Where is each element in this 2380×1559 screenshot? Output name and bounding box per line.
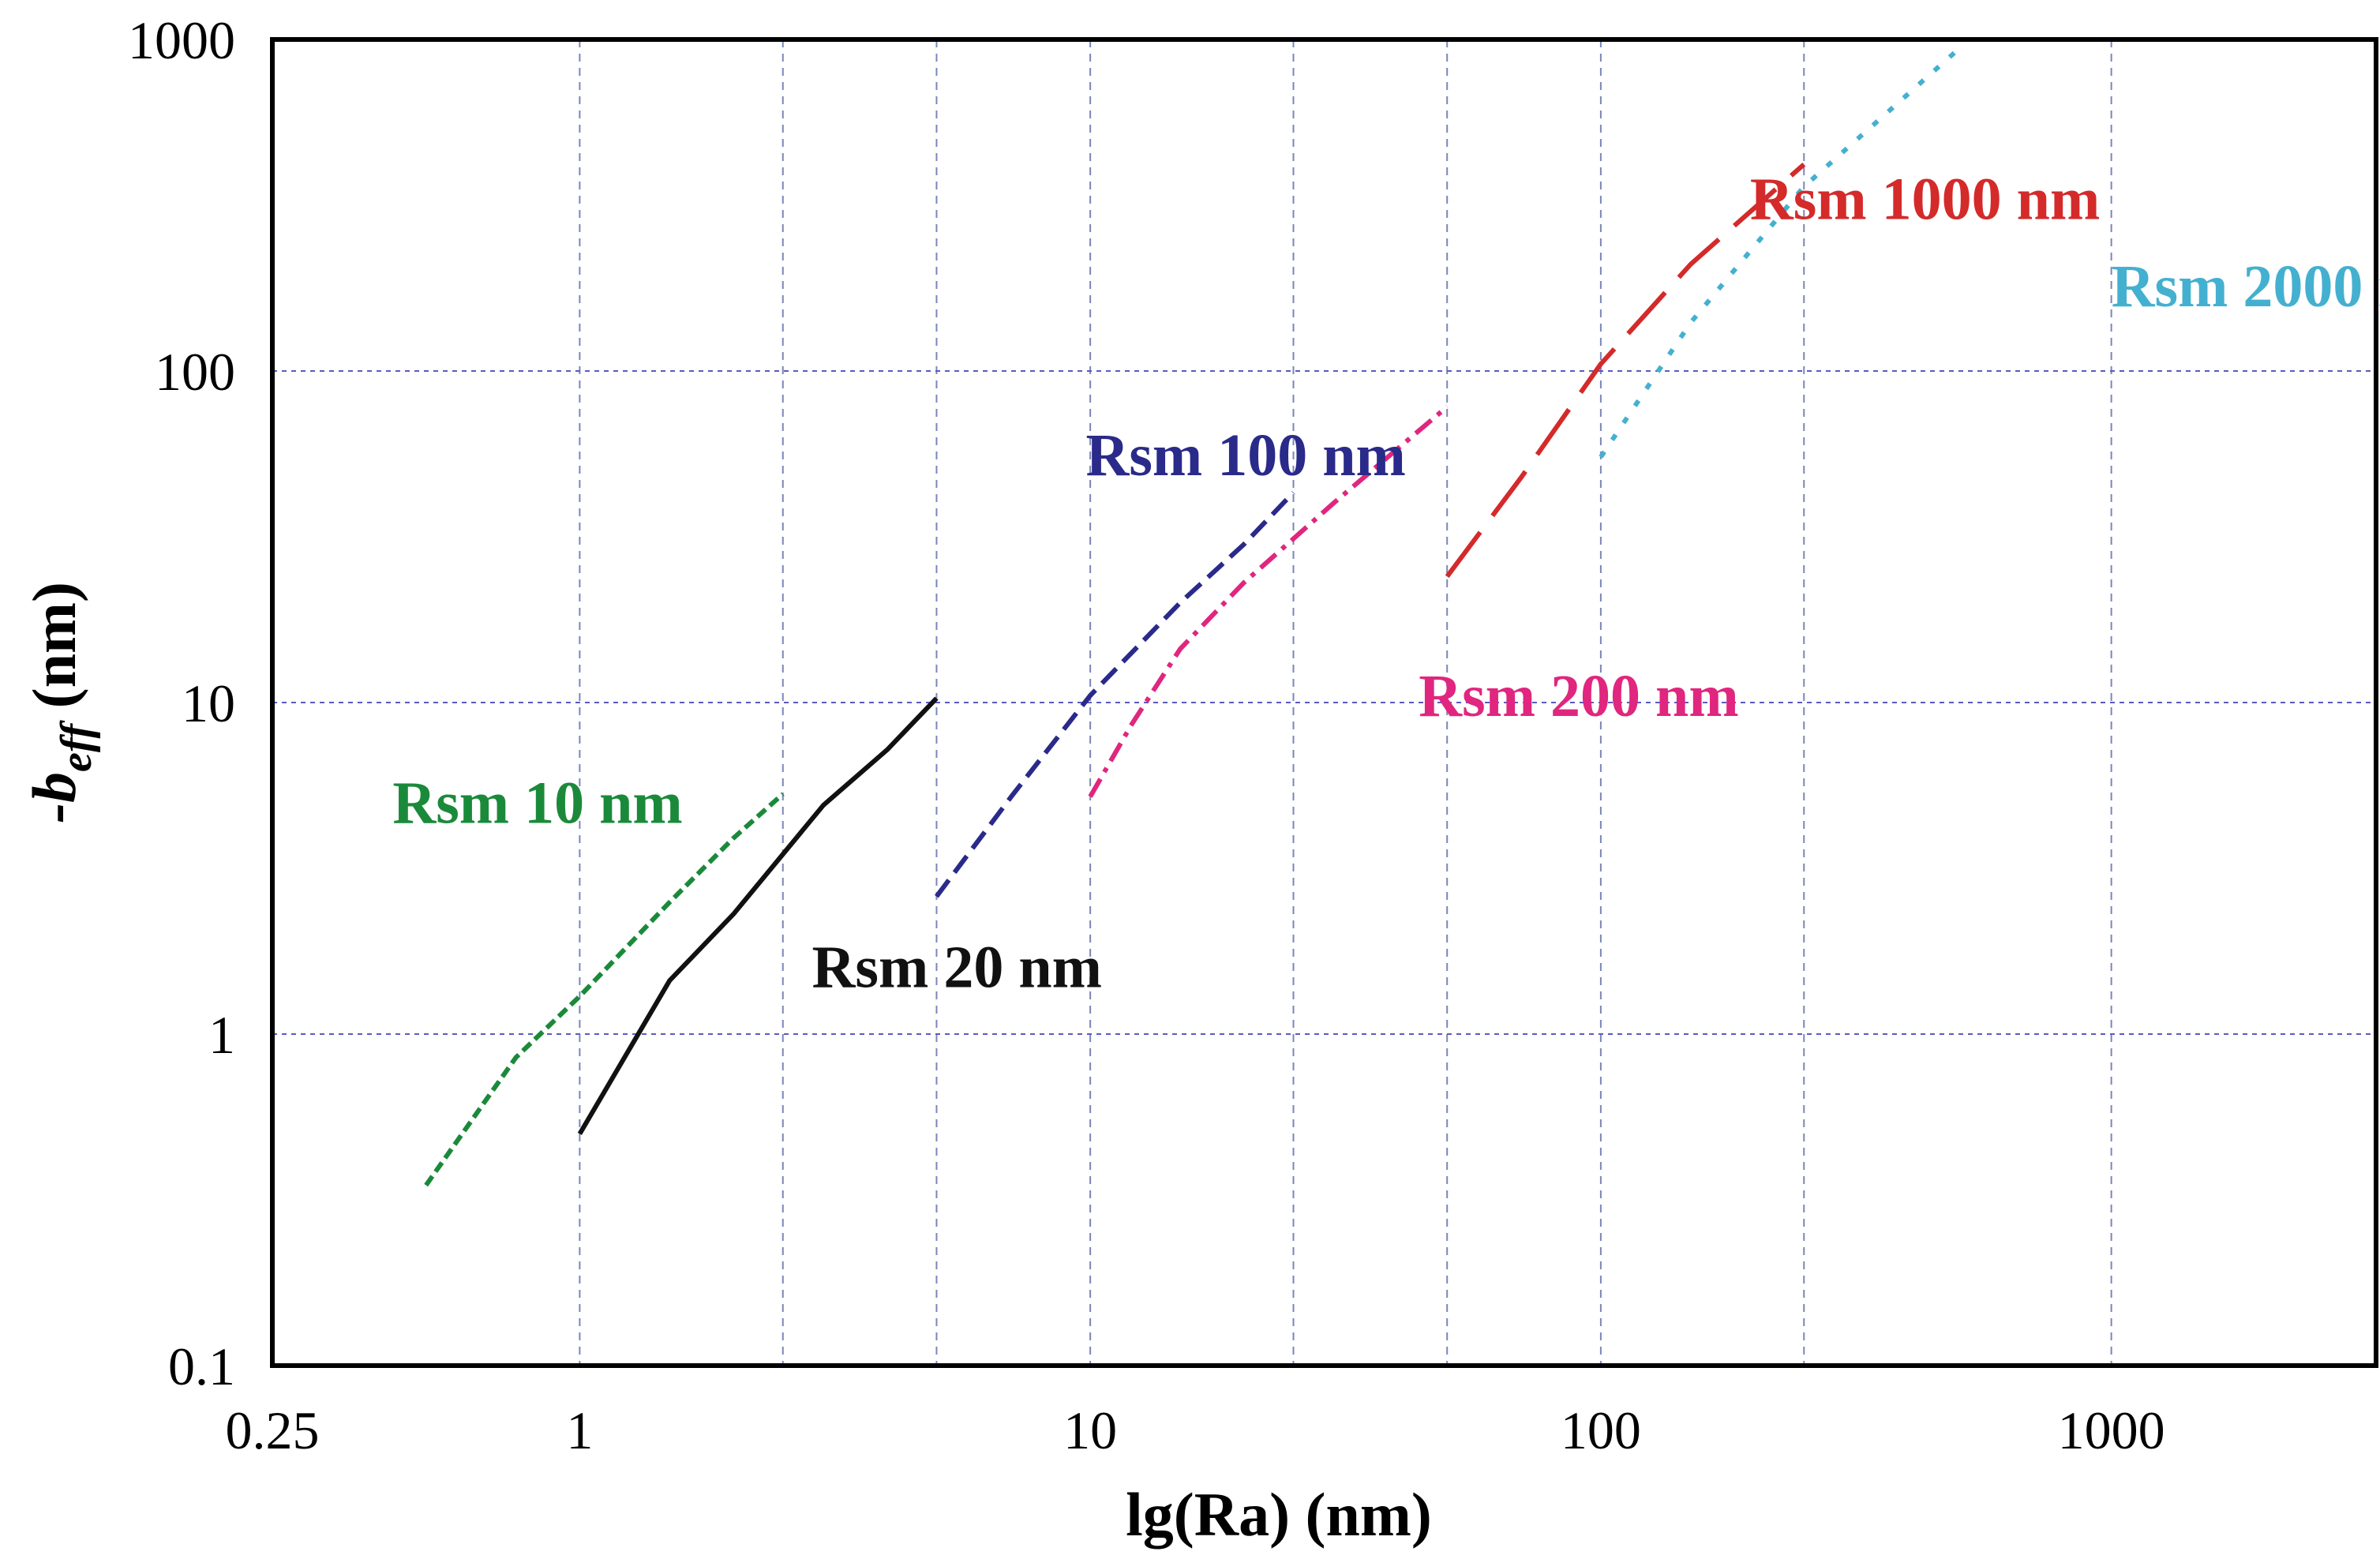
- series-line: [577, 696, 939, 1135]
- y-axis-title-main: -b: [20, 772, 88, 823]
- y-axis-title-sub: eff: [52, 719, 101, 771]
- series-line: [1445, 162, 1806, 579]
- x-tick-label: 10: [1063, 1400, 1117, 1460]
- y-axis: 0.1 1 10 100 1000: [128, 10, 235, 1396]
- series-labels: Rsm 10 nm Rsm 20 nm Rsm 100 nm Rsm 200 nm Rs…: [392, 167, 2380, 1001]
- x-axis-title: lg(Ra) (nm): [1126, 1480, 1432, 1549]
- series-line: [1599, 47, 1959, 459]
- y-tick-label: 10: [182, 673, 235, 733]
- series-label: Rsm 1000 nm: [1750, 167, 2100, 233]
- x-tick-label: 1000: [2058, 1400, 2165, 1460]
- series-line: [1088, 405, 1449, 798]
- y-axis-title-unit: (nm): [20, 582, 88, 724]
- y-tick-label: 0.1: [168, 1336, 235, 1396]
- series-label: Rsm 200 nm: [1419, 663, 1738, 729]
- series-lines: [424, 47, 1959, 1187]
- x-tick-label: 1: [566, 1400, 593, 1460]
- y-tick-label: 100: [155, 342, 235, 402]
- y-tick-label: 1000: [128, 10, 235, 70]
- grid: [272, 39, 2376, 1366]
- y-axis-title: -beff (nm): [20, 582, 101, 823]
- y-tick-label: 1: [208, 1005, 235, 1065]
- series-label: Rsm 100 nm: [1085, 422, 1405, 489]
- series-label: Rsm 20 nm: [812, 934, 1102, 1000]
- x-axis: 0.25 1 10 100 1000: [226, 1400, 2165, 1460]
- x-tick-label: 100: [1561, 1400, 1641, 1460]
- x-tick-label: 0.25: [226, 1400, 320, 1460]
- series-line: [934, 490, 1295, 898]
- series-label: Rsm 10 nm: [392, 770, 682, 836]
- plot-frame: [270, 37, 2378, 1368]
- series-line: [424, 792, 785, 1187]
- series-label: Rsm 2000 nm: [2112, 253, 2380, 320]
